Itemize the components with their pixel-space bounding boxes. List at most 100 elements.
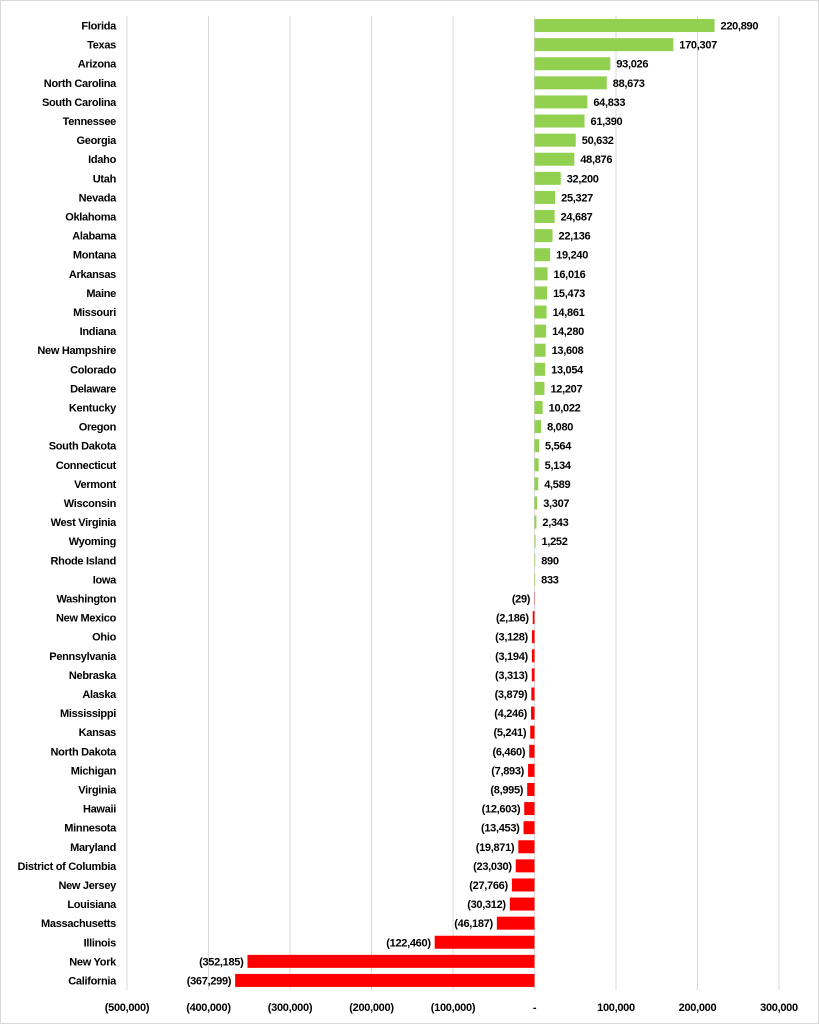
- category-label: Maine: [86, 288, 116, 300]
- category-label: Minnesota: [64, 823, 117, 835]
- data-label: 5,564: [545, 441, 572, 453]
- bar: [535, 76, 607, 89]
- data-label: 22,136: [559, 231, 591, 243]
- data-label: 61,390: [591, 116, 623, 128]
- bar: [535, 477, 539, 490]
- x-tick-label: 300,000: [760, 1002, 798, 1014]
- gridlines: [127, 16, 779, 990]
- category-label: Vermont: [74, 479, 117, 491]
- data-label: (352,185): [199, 956, 244, 968]
- category-label: Florida: [81, 21, 117, 33]
- category-label: Maryland: [70, 842, 116, 854]
- data-labels: 220,890170,30793,02688,67364,83361,39050…: [187, 21, 759, 988]
- data-label: 48,876: [580, 154, 612, 166]
- bar: [531, 707, 534, 720]
- bar: [535, 172, 561, 185]
- bar: [524, 802, 534, 815]
- x-tick-label: 200,000: [679, 1002, 717, 1014]
- bar: [535, 573, 536, 586]
- bar: [535, 95, 588, 108]
- bar: [535, 497, 538, 510]
- data-label: (29): [512, 593, 531, 605]
- category-label: Hawaii: [83, 804, 116, 816]
- bar: [535, 306, 547, 319]
- category-label: Nebraska: [69, 670, 117, 682]
- bar: [535, 516, 537, 529]
- category-label: North Dakota: [51, 746, 118, 758]
- bar: [532, 649, 535, 662]
- x-tick-labels: (500,000)(400,000)(300,000)(200,000)(100…: [105, 1002, 798, 1014]
- bar: [524, 821, 535, 834]
- bar: [535, 554, 536, 567]
- data-label: 14,280: [552, 326, 584, 338]
- bar: [535, 134, 576, 147]
- x-tick-label: (200,000): [349, 1002, 394, 1014]
- category-label: Ohio: [92, 632, 116, 644]
- data-label: 1,252: [542, 536, 568, 548]
- bar: [535, 57, 611, 70]
- data-label: 220,890: [721, 21, 759, 33]
- data-label: (2,186): [496, 613, 529, 625]
- data-label: 890: [541, 555, 559, 567]
- bar: [510, 898, 535, 911]
- bar: [535, 286, 548, 299]
- bar: [535, 344, 546, 357]
- bar: [535, 191, 556, 204]
- bar: [516, 859, 535, 872]
- category-label: Alaska: [82, 689, 117, 701]
- data-label: 14,861: [553, 307, 585, 319]
- category-label: Mississippi: [60, 708, 116, 720]
- category-label: Idaho: [88, 154, 116, 166]
- category-label: New Mexico: [56, 613, 117, 625]
- bar: [235, 974, 534, 987]
- category-label: Utah: [93, 173, 117, 185]
- bar: [535, 38, 674, 51]
- category-label: California: [68, 975, 117, 987]
- category-label: Rhode Island: [51, 555, 116, 567]
- category-label: Michigan: [71, 765, 117, 777]
- bar: [535, 153, 575, 166]
- bar: [535, 210, 555, 223]
- bar: [531, 687, 534, 700]
- data-label: 19,240: [556, 250, 588, 262]
- x-tick-label: -: [533, 1002, 537, 1014]
- category-label: Massachusetts: [41, 918, 116, 930]
- category-label: Colorado: [70, 364, 116, 376]
- bar: [497, 917, 535, 930]
- bar: [532, 630, 535, 643]
- category-label: District of Columbia: [17, 861, 117, 873]
- data-label: 25,327: [561, 192, 593, 204]
- category-label: Iowa: [93, 574, 117, 586]
- category-label: Arizona: [78, 59, 117, 71]
- bar: [535, 458, 539, 471]
- bar: [535, 382, 545, 395]
- data-label: 8,080: [547, 422, 573, 434]
- category-label: West Virginia: [51, 517, 118, 529]
- data-label: 32,200: [567, 173, 599, 185]
- bar: [529, 745, 534, 758]
- bar: [530, 726, 534, 739]
- bar: [535, 363, 546, 376]
- bar: [535, 115, 585, 128]
- category-label: Kentucky: [69, 403, 117, 415]
- category-label: Delaware: [70, 383, 116, 395]
- data-label: 88,673: [613, 78, 645, 90]
- data-label: (19,871): [476, 842, 515, 854]
- data-label: (7,893): [491, 765, 524, 777]
- category-label: Oregon: [79, 422, 117, 434]
- category-label: North Carolina: [44, 78, 117, 90]
- x-tick-label: (400,000): [186, 1002, 231, 1014]
- bar: [247, 955, 534, 968]
- bar: [535, 19, 715, 32]
- category-label: Wisconsin: [64, 498, 117, 510]
- category-label: Indiana: [80, 326, 118, 338]
- bar: [527, 783, 534, 796]
- data-label: 5,134: [545, 460, 572, 472]
- category-label: Illinois: [84, 937, 117, 949]
- category-label: Connecticut: [56, 460, 117, 472]
- bar: [535, 267, 548, 280]
- data-label: 15,473: [553, 288, 585, 300]
- data-label: (46,187): [454, 918, 493, 930]
- data-label: (367,299): [187, 975, 232, 987]
